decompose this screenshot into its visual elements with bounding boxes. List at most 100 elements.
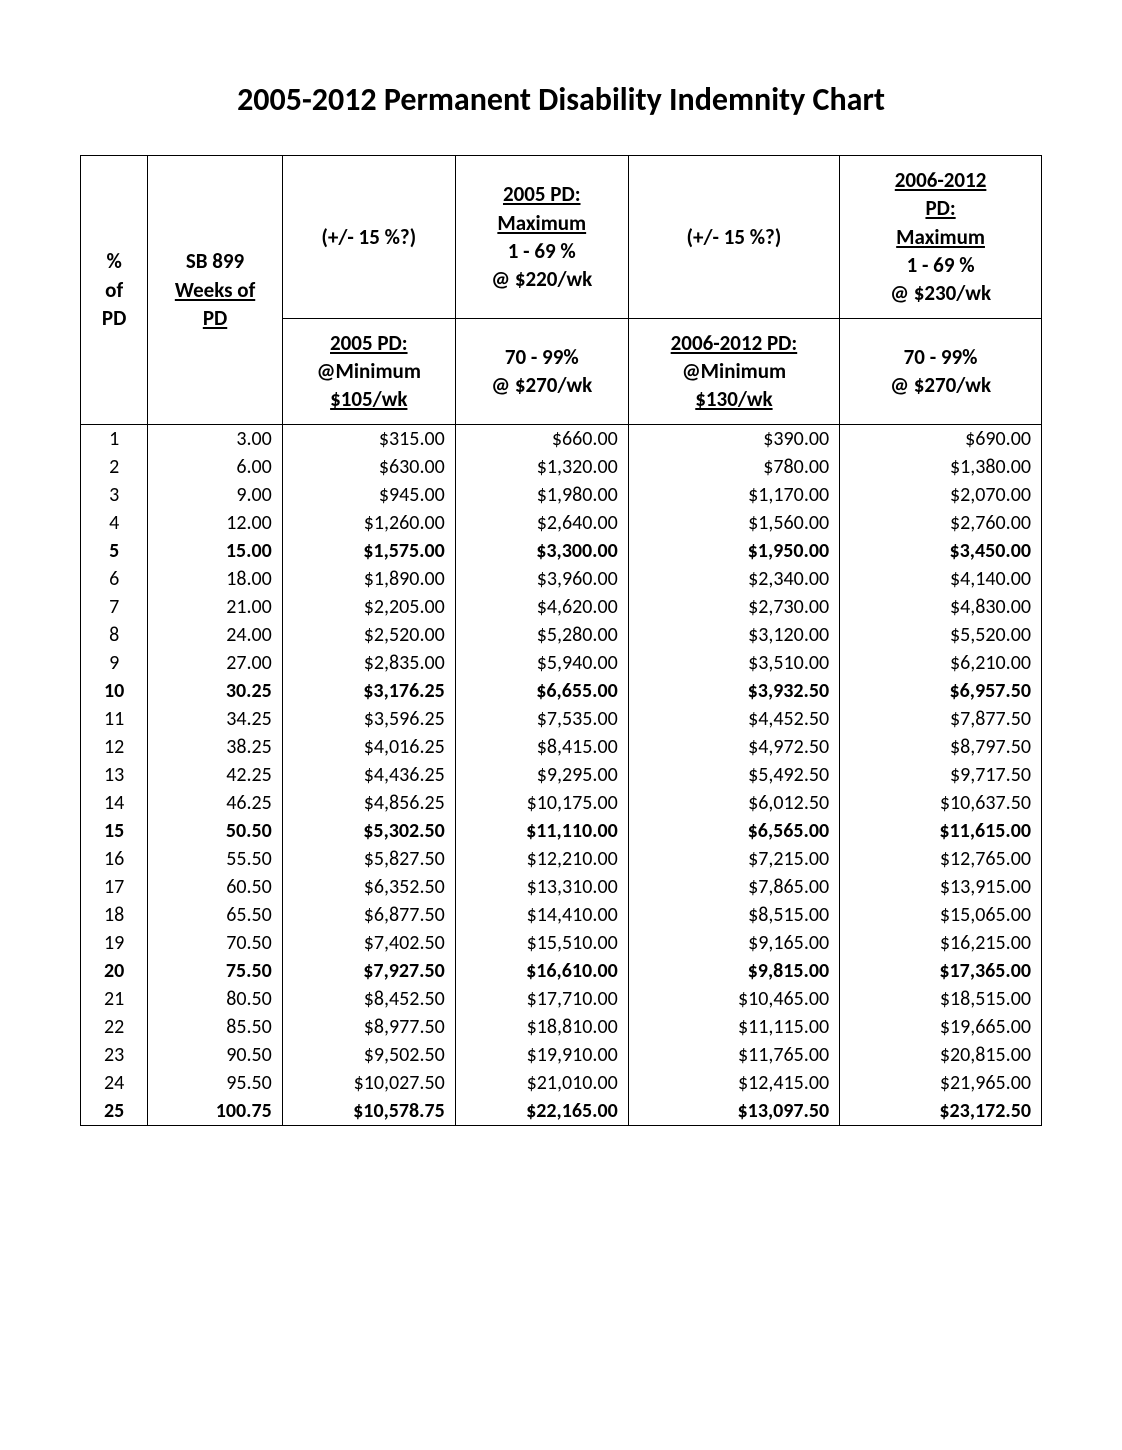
cell-pd: 11 (81, 705, 148, 733)
cell-2005-min: $7,927.50 (282, 957, 455, 985)
cell-2006-max: $2,760.00 (840, 509, 1042, 537)
hdr-2005-adj: (+/- 15 %?) (282, 156, 455, 319)
cell-2006-min: $2,730.00 (628, 593, 839, 621)
hdr-2005-hi: 70 - 99% @ $270/wk (455, 318, 628, 424)
table-row: 2075.50$7,927.50$16,610.00$9,815.00$17,3… (81, 957, 1042, 985)
cell-2005-max: $21,010.00 (455, 1069, 628, 1097)
cell-2005-max: $17,710.00 (455, 985, 628, 1013)
cell-pd: 20 (81, 957, 148, 985)
cell-pd: 25 (81, 1097, 148, 1126)
cell-2006-min: $1,560.00 (628, 509, 839, 537)
cell-pd: 22 (81, 1013, 148, 1041)
cell-pd: 17 (81, 873, 148, 901)
cell-2006-min: $390.00 (628, 424, 839, 453)
cell-weeks: 24.00 (148, 621, 283, 649)
cell-2006-min: $1,170.00 (628, 481, 839, 509)
table-row: 1030.25$3,176.25$6,655.00$3,932.50$6,957… (81, 677, 1042, 705)
cell-2006-max: $1,380.00 (840, 453, 1042, 481)
cell-2006-max: $15,065.00 (840, 901, 1042, 929)
cell-2005-max: $8,415.00 (455, 733, 628, 761)
cell-2006-max: $19,665.00 (840, 1013, 1042, 1041)
cell-2005-max: $14,410.00 (455, 901, 628, 929)
cell-pd: 16 (81, 845, 148, 873)
cell-2005-min: $2,835.00 (282, 649, 455, 677)
cell-2005-min: $7,402.50 (282, 929, 455, 957)
cell-2006-max: $13,915.00 (840, 873, 1042, 901)
table-row: 39.00$945.00$1,980.00$1,170.00$2,070.00 (81, 481, 1042, 509)
table-row: 1342.25$4,436.25$9,295.00$5,492.50$9,717… (81, 761, 1042, 789)
cell-2006-min: $2,340.00 (628, 565, 839, 593)
hdr-2006-min: 2006-2012 PD: @Minimum $130/wk (628, 318, 839, 424)
cell-2005-min: $5,827.50 (282, 845, 455, 873)
cell-2005-min: $5,302.50 (282, 817, 455, 845)
cell-2005-max: $15,510.00 (455, 929, 628, 957)
cell-pd: 6 (81, 565, 148, 593)
cell-2006-min: $11,115.00 (628, 1013, 839, 1041)
table-row: 1238.25$4,016.25$8,415.00$4,972.50$8,797… (81, 733, 1042, 761)
cell-2006-min: $8,515.00 (628, 901, 839, 929)
cell-pd: 18 (81, 901, 148, 929)
cell-2005-max: $22,165.00 (455, 1097, 628, 1126)
cell-2005-max: $19,910.00 (455, 1041, 628, 1069)
cell-weeks: 38.25 (148, 733, 283, 761)
hdr-sb899: SB 899 Weeks of PD (148, 156, 283, 425)
cell-2005-min: $945.00 (282, 481, 455, 509)
hdr-2006-hi: 70 - 99% @ $270/wk (840, 318, 1042, 424)
cell-2005-max: $10,175.00 (455, 789, 628, 817)
cell-2005-min: $4,016.25 (282, 733, 455, 761)
cell-pd: 9 (81, 649, 148, 677)
cell-2006-max: $3,450.00 (840, 537, 1042, 565)
cell-weeks: 70.50 (148, 929, 283, 957)
table-row: 618.00$1,890.00$3,960.00$2,340.00$4,140.… (81, 565, 1042, 593)
cell-pd: 24 (81, 1069, 148, 1097)
cell-weeks: 90.50 (148, 1041, 283, 1069)
cell-2005-min: $10,578.75 (282, 1097, 455, 1126)
cell-weeks: 27.00 (148, 649, 283, 677)
cell-2006-max: $7,877.50 (840, 705, 1042, 733)
cell-pd: 15 (81, 817, 148, 845)
cell-2005-max: $3,300.00 (455, 537, 628, 565)
hdr-2005-max: 2005 PD: Maximum 1 - 69 % @ $220/wk (455, 156, 628, 319)
cell-weeks: 80.50 (148, 985, 283, 1013)
cell-pd: 10 (81, 677, 148, 705)
cell-2005-min: $2,520.00 (282, 621, 455, 649)
cell-weeks: 50.50 (148, 817, 283, 845)
cell-2005-min: $1,575.00 (282, 537, 455, 565)
cell-2006-min: $1,950.00 (628, 537, 839, 565)
cell-2005-max: $13,310.00 (455, 873, 628, 901)
cell-2006-max: $2,070.00 (840, 481, 1042, 509)
table-row: 2390.50$9,502.50$19,910.00$11,765.00$20,… (81, 1041, 1042, 1069)
cell-2006-max: $20,815.00 (840, 1041, 1042, 1069)
cell-2006-min: $9,165.00 (628, 929, 839, 957)
cell-pd: 2 (81, 453, 148, 481)
cell-2005-min: $6,877.50 (282, 901, 455, 929)
cell-weeks: 6.00 (148, 453, 283, 481)
cell-2005-min: $8,452.50 (282, 985, 455, 1013)
cell-weeks: 55.50 (148, 845, 283, 873)
cell-weeks: 95.50 (148, 1069, 283, 1097)
cell-weeks: 75.50 (148, 957, 283, 985)
cell-2005-max: $2,640.00 (455, 509, 628, 537)
cell-weeks: 30.25 (148, 677, 283, 705)
cell-pd: 7 (81, 593, 148, 621)
cell-2005-min: $8,977.50 (282, 1013, 455, 1041)
cell-2006-min: $3,510.00 (628, 649, 839, 677)
cell-2005-max: $1,320.00 (455, 453, 628, 481)
table-row: 412.00$1,260.00$2,640.00$1,560.00$2,760.… (81, 509, 1042, 537)
cell-2006-min: $12,415.00 (628, 1069, 839, 1097)
cell-pd: 5 (81, 537, 148, 565)
cell-2006-max: $18,515.00 (840, 985, 1042, 1013)
cell-2006-min: $7,215.00 (628, 845, 839, 873)
cell-pd: 13 (81, 761, 148, 789)
cell-2005-max: $7,535.00 (455, 705, 628, 733)
cell-2006-max: $690.00 (840, 424, 1042, 453)
cell-2006-max: $6,957.50 (840, 677, 1042, 705)
cell-weeks: 12.00 (148, 509, 283, 537)
table-row: 824.00$2,520.00$5,280.00$3,120.00$5,520.… (81, 621, 1042, 649)
cell-2006-min: $7,865.00 (628, 873, 839, 901)
cell-pd: 23 (81, 1041, 148, 1069)
cell-2005-max: $11,110.00 (455, 817, 628, 845)
table-row: 1446.25$4,856.25$10,175.00$6,012.50$10,6… (81, 789, 1042, 817)
cell-2006-min: $4,972.50 (628, 733, 839, 761)
cell-2006-min: $6,012.50 (628, 789, 839, 817)
